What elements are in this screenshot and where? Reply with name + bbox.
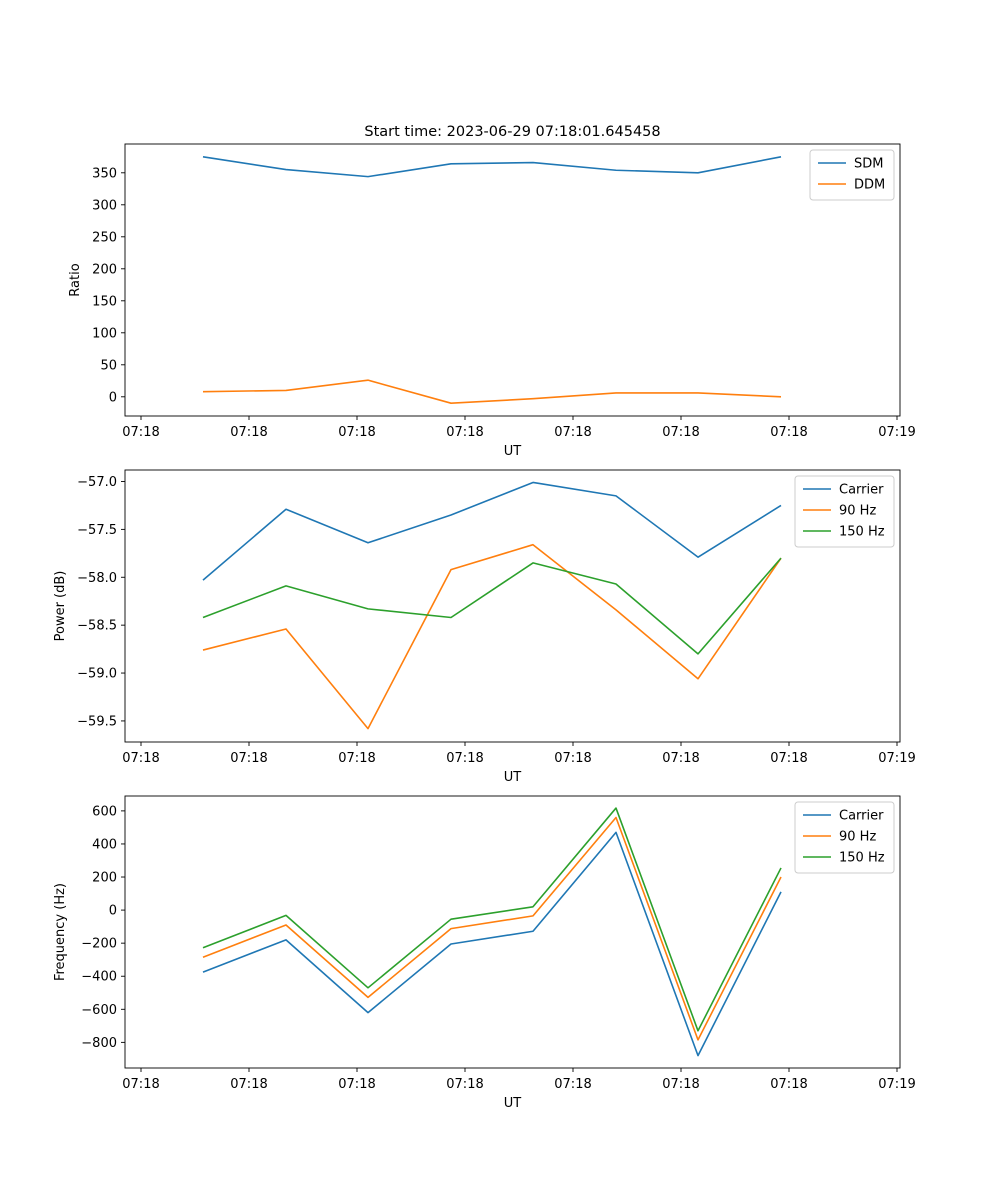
y-tick-label: 350 (92, 166, 117, 181)
x-tick-label: 07:18 (770, 751, 807, 766)
x-tick-label: 07:18 (554, 751, 591, 766)
legend-label: DDM (854, 178, 885, 193)
y-tick-label: 400 (92, 837, 117, 852)
x-tick-label: 07:18 (122, 1077, 159, 1092)
series-line-150-hz (202, 557, 782, 655)
y-axis-label: Frequency (Hz) (53, 883, 68, 981)
ratio-panel: 0 50 100 150 200 250 300 350 07:18 07:18 07:18 07:1… (68, 143, 916, 459)
x-axis-label: UT (504, 770, 522, 785)
power-panel: −59.5 −59.0 −58.5 −58.0 −57.5 −57.0 07:18 07:18… (53, 469, 916, 785)
x-tick-label: 07:18 (662, 1077, 699, 1092)
y-tick-label: 200 (92, 871, 117, 886)
series-line-90-hz (202, 543, 782, 730)
x-tick-label: 07:18 (338, 425, 375, 440)
x-tick-label: 07:18 (770, 425, 807, 440)
x-tick-label: 07:19 (878, 751, 915, 766)
x-tick-label: 07:18 (554, 425, 591, 440)
legend (794, 801, 895, 874)
legend-label: 90 Hz (839, 830, 876, 845)
axes-frame (124, 143, 901, 417)
y-tick-label: −600 (81, 1003, 117, 1018)
y-tick-label: 250 (92, 230, 117, 245)
y-tick-label: −59.0 (77, 667, 117, 682)
x-tick-label: 07:18 (554, 1077, 591, 1092)
y-tick-label: 50 (100, 358, 117, 373)
y-tick-label: −57.5 (77, 523, 117, 538)
series-line-150-hz (202, 807, 782, 1032)
legend-label: Carrier (839, 483, 884, 498)
x-tick-label: 07:18 (662, 425, 699, 440)
x-tick-label: 07:18 (338, 1077, 375, 1092)
series-line-carrier (202, 481, 782, 581)
y-tick-label: 100 (92, 326, 117, 341)
y-tick-label: −57.0 (77, 475, 117, 490)
y-axis-label: Power (dB) (53, 571, 68, 642)
x-tick-label: 07:18 (446, 751, 483, 766)
legend (794, 475, 895, 548)
legend-label: Carrier (839, 809, 884, 824)
y-tick-label: −200 (81, 937, 117, 952)
x-tick-label: 07:18 (446, 1077, 483, 1092)
x-tick-label: 07:18 (230, 1077, 267, 1092)
axes-frame (124, 795, 901, 1069)
x-tick-label: 07:19 (878, 1077, 915, 1092)
y-tick-label: 600 (92, 804, 117, 819)
series-line-ddm (202, 379, 782, 405)
x-tick-label: 07:18 (122, 751, 159, 766)
y-axis-label: Ratio (68, 263, 83, 296)
x-tick-label: 07:18 (662, 751, 699, 766)
legend-label: SDM (854, 157, 883, 172)
x-tick-label: 07:18 (770, 1077, 807, 1092)
series-line-sdm (202, 156, 782, 178)
legend-label: 150 Hz (839, 851, 885, 866)
series-line-90-hz (202, 816, 782, 1041)
y-tick-label: 300 (92, 198, 117, 213)
x-tick-label: 07:18 (446, 425, 483, 440)
x-tick-label: 07:18 (230, 751, 267, 766)
y-tick-label: −58.0 (77, 571, 117, 586)
y-tick-label: 200 (92, 262, 117, 277)
x-tick-label: 07:18 (338, 751, 375, 766)
legend-label: 90 Hz (839, 504, 876, 519)
series-line-carrier (202, 831, 782, 1057)
y-tick-label: −58.5 (77, 619, 117, 634)
frequency-panel: −800 −600 −400 −200 0 200 400 600 07:18 07:18 07:1… (53, 795, 916, 1111)
y-tick-label: 0 (109, 390, 117, 405)
x-axis-label: UT (504, 444, 522, 459)
axes-frame (124, 469, 901, 743)
x-axis-label: UT (504, 1096, 522, 1111)
y-tick-label: 150 (92, 294, 117, 309)
y-tick-label: −400 (81, 970, 117, 985)
x-tick-label: 07:19 (878, 425, 915, 440)
legend-label: 150 Hz (839, 525, 885, 540)
y-tick-label: −800 (81, 1036, 117, 1051)
x-tick-label: 07:18 (122, 425, 159, 440)
x-tick-label: 07:18 (230, 425, 267, 440)
y-tick-label: 0 (109, 904, 117, 919)
y-tick-label: −59.5 (77, 714, 117, 729)
chart-title: Start time: 2023-06-29 07:18:01.645458 (364, 124, 660, 140)
